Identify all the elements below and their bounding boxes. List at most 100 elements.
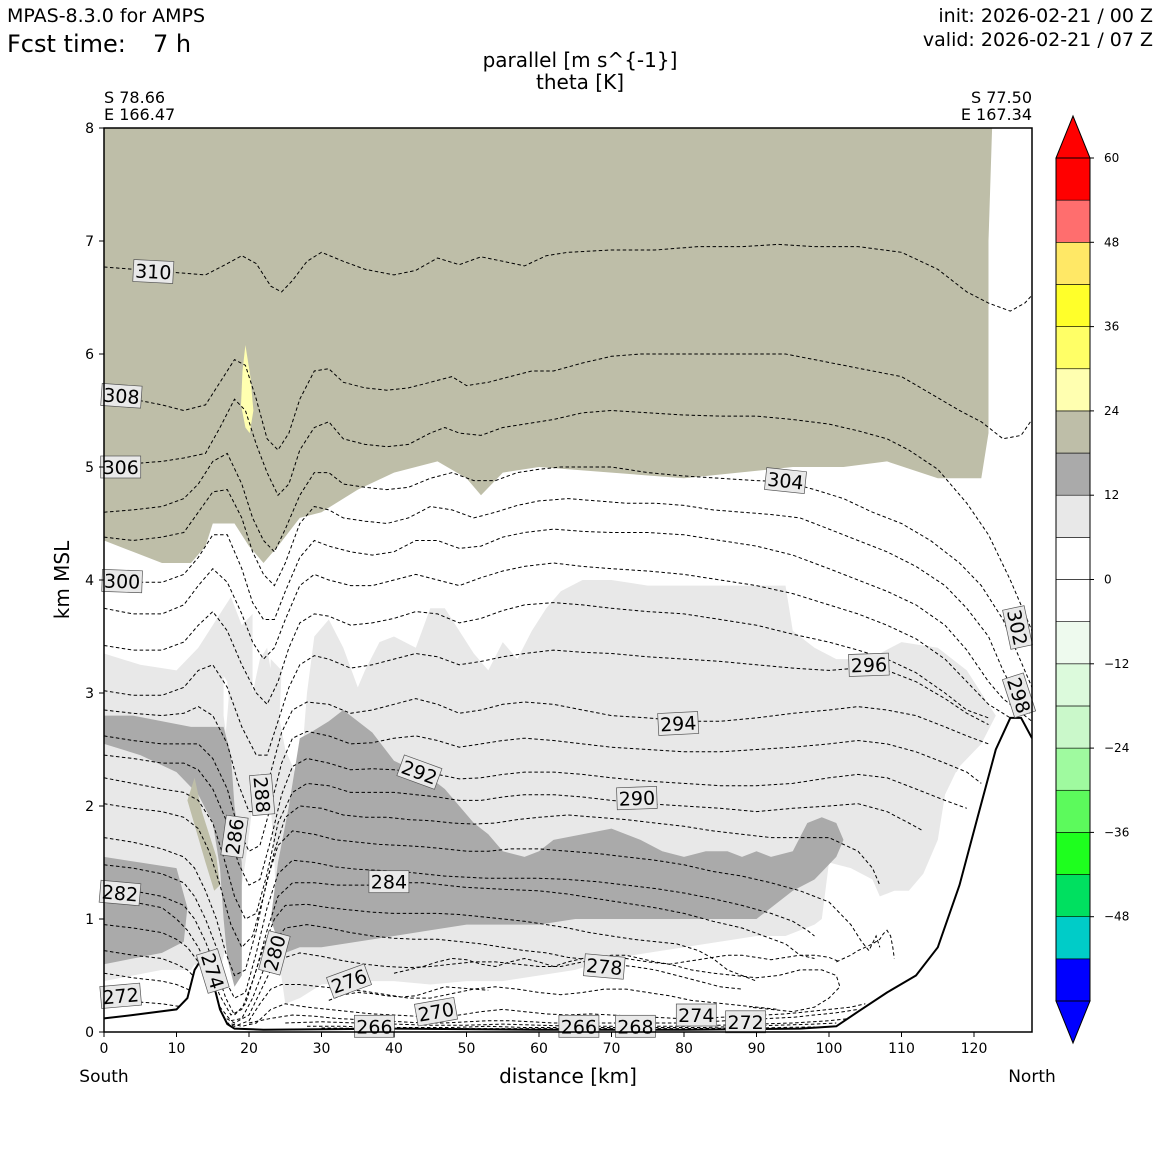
x-tick-label: 30	[313, 1041, 331, 1057]
theta-contour-294	[104, 698, 989, 813]
x-tick-label: 110	[888, 1041, 915, 1057]
contour-label-box	[616, 786, 658, 811]
theta-contour-288	[104, 830, 881, 977]
speed-fill-12-18-5	[104, 715, 242, 987]
contour-label-text: 306	[103, 457, 139, 479]
colorbar-bin	[1055, 916, 1091, 960]
contour-label-280: 280	[258, 930, 291, 976]
contour-label-284: 284	[368, 870, 410, 894]
y-tick-label: 4	[85, 573, 94, 589]
speed-fill-0-6-8	[223, 676, 229, 733]
valid-time: valid: 2026-02-21 / 07 Z	[923, 29, 1153, 51]
contour-label-box	[675, 1003, 717, 1027]
theta-contour-300	[104, 528, 1032, 722]
colorbar-bin	[1055, 410, 1091, 454]
y-tick-label: 0	[85, 1025, 94, 1041]
theta-contour-278	[104, 950, 841, 1024]
colorbar-tick-label: −24	[1104, 741, 1129, 755]
colorbar-tick-label: −12	[1104, 657, 1129, 671]
contour-label-box	[99, 982, 142, 1009]
contour-label-text: 272	[102, 984, 140, 1009]
theta-contour-308	[104, 353, 1032, 451]
contour-label-box	[1001, 672, 1037, 719]
contour-label-box	[249, 773, 276, 816]
theta-contour-290	[104, 803, 881, 949]
contour-label-266: 266	[558, 1014, 600, 1038]
theta-contour-293	[104, 730, 982, 852]
colorbar-bin	[1055, 494, 1091, 538]
colorbar-bin	[1055, 157, 1091, 201]
contour-label-box	[368, 870, 410, 894]
contour-label-310: 310	[132, 259, 175, 284]
model-label: MPAS-8.3.0 for AMPS	[7, 5, 205, 27]
contour-label-278: 278	[583, 953, 626, 980]
south-label: South	[79, 1067, 128, 1087]
colorbar-tick-label: 60	[1104, 151, 1119, 165]
contour-label-text: 308	[102, 385, 140, 409]
x-tick-label: 80	[675, 1041, 693, 1057]
left-lon: E 166.47	[104, 105, 175, 124]
y-tick-label: 2	[85, 799, 94, 815]
contour-label-266: 266	[354, 1014, 395, 1038]
contour-label-text: 300	[104, 570, 141, 593]
theta-contour-296	[104, 649, 989, 756]
speed-fill-24-30-1	[241, 345, 254, 434]
contour-label-text: 304	[766, 469, 804, 495]
wind-speed-fills	[104, 128, 996, 1004]
x-tick-label: 50	[458, 1041, 476, 1057]
chart-title-line1: parallel [m s^{-1}]	[483, 48, 678, 72]
contour-label-box	[325, 963, 373, 999]
contour-label-text: 288	[249, 776, 274, 814]
colorbar-under-arrow	[1055, 1000, 1091, 1045]
chart-title-line2: theta [K]	[536, 70, 624, 94]
colorbar-bin	[1055, 832, 1091, 875]
contour-label-288: 288	[249, 773, 276, 816]
theta-contour-304	[104, 452, 1032, 688]
y-tick-label: 5	[85, 460, 94, 476]
y-axis-label: km MSL	[50, 540, 74, 619]
colorbar-bin	[1055, 747, 1091, 791]
left-lat: S 78.66	[104, 88, 165, 107]
contour-label-272: 272	[725, 1010, 766, 1034]
x-axis-ticks: 0 10 20 30 40 50 60 70 80 90 100 110 120	[100, 1032, 987, 1057]
colorbar-bin	[1055, 579, 1091, 622]
colorbar-tick-label: −48	[1104, 910, 1129, 924]
contour-label-282: 282	[98, 879, 142, 907]
contour-label-text: 266	[561, 1016, 597, 1038]
colorbar-tick-label: 0	[1104, 573, 1112, 587]
contour-label-box	[764, 467, 807, 495]
x-tick-label: 100	[816, 1041, 843, 1057]
colorbar-bin	[1055, 284, 1091, 327]
contour-label-294: 294	[657, 711, 700, 736]
colorbar-bin	[1055, 705, 1091, 749]
contour-label-text: 274	[678, 1005, 714, 1027]
contour-label-box	[220, 814, 249, 859]
y-axis-ticks: 0 1 2 3 4 5 6 7 8	[85, 121, 104, 1041]
colorbar-tick-label: −36	[1104, 825, 1129, 839]
contour-label-box	[98, 879, 142, 907]
contour-label-text: 272	[727, 1012, 763, 1034]
theta-contour-291	[104, 777, 924, 920]
terrain-line	[104, 716, 1032, 1031]
colorbar-bin	[1055, 621, 1091, 665]
contour-label-box	[725, 1010, 766, 1034]
x-tick-label: 90	[748, 1041, 766, 1057]
contour-label-text: 284	[371, 872, 407, 894]
contour-label-300: 300	[101, 569, 143, 594]
contour-label-text: 296	[850, 654, 887, 677]
colorbar-bin	[1055, 452, 1091, 496]
y-tick-label: 6	[85, 347, 94, 363]
theta-contour-303	[104, 489, 1032, 716]
y-tick-label: 1	[85, 912, 94, 928]
contour-label-304: 304	[764, 467, 807, 495]
colorbar-bin	[1055, 537, 1091, 580]
theta-contour-299	[104, 562, 1011, 719]
contour-label-box	[583, 953, 626, 980]
contour-label-box	[132, 259, 175, 284]
colorbar-tick-label: 48	[1104, 235, 1119, 249]
colorbar-tick-label: 36	[1104, 320, 1119, 334]
contour-label-box	[396, 754, 443, 790]
theta-contour-279	[836, 929, 895, 963]
contour-label-box	[848, 652, 890, 677]
